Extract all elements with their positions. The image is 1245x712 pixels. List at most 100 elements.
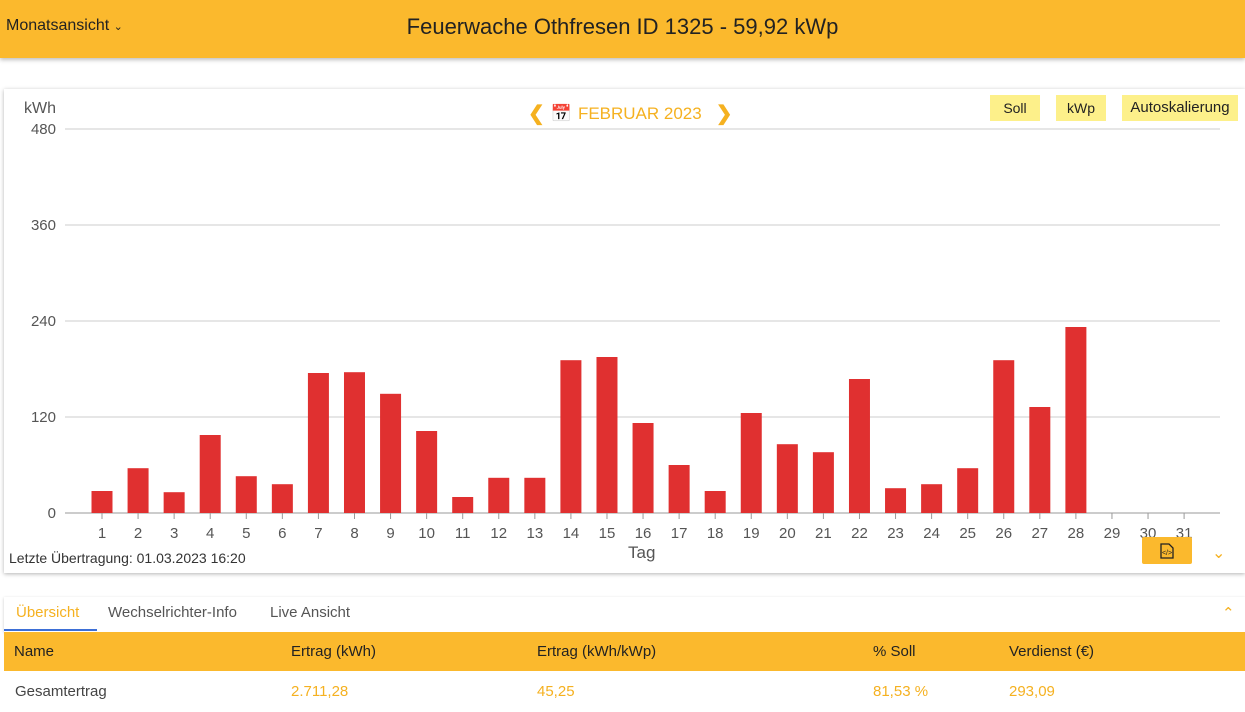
bar-day-15 <box>596 357 618 513</box>
header-name: Name <box>14 643 55 660</box>
bar-day-18 <box>704 491 726 513</box>
x-tick-label: 25 <box>959 525 976 542</box>
x-tick-label: 24 <box>923 525 940 542</box>
chevron-down-icon[interactable]: ⌄ <box>1212 545 1226 562</box>
bar-day-12 <box>488 477 510 513</box>
cell-ertrag-kwp: 45,25 <box>537 683 575 700</box>
x-tick-label: 28 <box>1068 525 1085 542</box>
y-tick-label: 240 <box>31 313 56 330</box>
cell-ertrag: 2.711,28 <box>291 683 349 700</box>
x-tick-label: 26 <box>995 525 1012 542</box>
bar-day-14 <box>560 360 582 513</box>
x-tick-label: 20 <box>779 525 796 542</box>
active-tab-indicator <box>4 629 97 631</box>
bar-day-16 <box>632 423 654 513</box>
table-row: Gesamtertrag 2.711,28 45,25 81,53 % 293,… <box>4 671 1245 711</box>
y-unit: kWh <box>24 100 56 117</box>
header-ertrag: Ertrag (kWh) <box>291 643 377 660</box>
bar-day-11 <box>452 497 474 513</box>
x-tick-label: 13 <box>526 525 543 542</box>
view-select[interactable]: Monatsansicht ⌄ <box>6 17 123 35</box>
cell-soll: 81,53 % <box>873 683 929 700</box>
x-tick-label: 23 <box>887 525 904 542</box>
bar-day-23 <box>885 488 907 513</box>
bar-day-19 <box>740 413 762 513</box>
cell-name: Gesamtertrag <box>15 683 107 700</box>
calendar-icon[interactable]: 📅 <box>550 103 572 123</box>
x-axis-label: Tag <box>628 543 656 562</box>
header-ertrag-kwp: Ertrag (kWh/kWp) <box>537 643 657 660</box>
bar-day-13 <box>524 477 546 513</box>
bar-day-8 <box>343 372 365 513</box>
x-tick-label: 21 <box>815 525 832 542</box>
x-tick-label: 12 <box>490 525 507 542</box>
autoscale-button[interactable]: Autoskalierung <box>1122 95 1238 121</box>
x-tick-label: 15 <box>599 525 616 542</box>
svg-text:</>: </> <box>1162 550 1172 557</box>
x-tick-label: 2 <box>134 525 142 542</box>
soll-button[interactable]: Soll <box>990 95 1040 121</box>
x-tick-label: 22 <box>851 525 868 542</box>
bar-day-9 <box>380 393 402 513</box>
tab-wechselrichter-info[interactable]: Wechselrichter-Info <box>108 604 237 621</box>
bar-day-5 <box>235 476 257 513</box>
tab-bar: Übersicht Wechselrichter-Info Live Ansic… <box>4 597 1245 632</box>
chevron-right-icon[interactable]: ❯ <box>715 103 733 125</box>
bar-day-21 <box>812 452 834 513</box>
y-tick-label: 360 <box>31 217 56 234</box>
bar-day-27 <box>1029 407 1051 513</box>
kwp-button[interactable]: kWp <box>1056 95 1106 121</box>
y-tick-label: 480 <box>31 121 56 138</box>
bar-day-2 <box>127 468 149 513</box>
bar-day-17 <box>668 465 690 513</box>
x-tick-label: 17 <box>671 525 688 542</box>
bar-day-1 <box>91 491 113 513</box>
x-tick-label: 18 <box>707 525 724 542</box>
x-tick-label: 3 <box>170 525 178 542</box>
x-tick-label: 10 <box>418 525 435 542</box>
bar-day-6 <box>271 484 293 513</box>
x-tick-label: 9 <box>386 525 394 542</box>
bar-day-25 <box>957 468 979 513</box>
chevron-up-icon[interactable]: ⌃ <box>1222 605 1235 622</box>
export-button[interactable]: </> <box>1142 537 1192 564</box>
bar-day-3 <box>163 492 185 513</box>
bar-day-4 <box>199 435 221 513</box>
bar-day-28 <box>1065 327 1087 513</box>
x-tick-label: 4 <box>206 525 214 542</box>
view-select-label: Monatsansicht <box>6 17 110 34</box>
bar-day-10 <box>416 431 438 513</box>
y-tick-label: 0 <box>48 505 56 522</box>
last-transfer: Letzte Übertragung: 01.03.2023 16:20 <box>9 550 246 566</box>
month-nav: ❮ 📅 FEBRUAR 2023 ❯ <box>528 101 732 126</box>
tab-live-ansicht[interactable]: Live Ansicht <box>270 604 351 621</box>
x-tick-label: 7 <box>314 525 322 542</box>
x-tick-label: 29 <box>1104 525 1121 542</box>
y-tick-label: 120 <box>31 409 56 426</box>
x-tick-label: 11 <box>455 525 471 542</box>
file-code-icon: </> <box>1160 542 1174 559</box>
chevron-down-icon: ⌄ <box>113 21 123 33</box>
x-tick-label: 19 <box>743 525 760 542</box>
month-label[interactable]: FEBRUAR 2023 <box>577 103 702 123</box>
top-bar: Monatsansicht ⌄ Feuerwache Othfresen ID … <box>0 0 1245 58</box>
cell-verdienst: 293,09 <box>1009 683 1055 700</box>
tab-uebersicht[interactable]: Übersicht <box>16 604 80 621</box>
bar-day-24 <box>921 484 943 513</box>
bar-day-26 <box>993 360 1015 513</box>
header-soll: % Soll <box>873 643 916 660</box>
x-tick-label: 16 <box>635 525 652 542</box>
bar-day-7 <box>307 373 329 513</box>
chevron-left-icon[interactable]: ❮ <box>528 103 545 125</box>
page-title: Feuerwache Othfresen ID 1325 - 59,92 kWp <box>406 14 839 39</box>
header-verdienst: Verdienst (€) <box>1009 643 1095 660</box>
table-header: Name Ertrag (kWh) Ertrag (kWh/kWp) % Sol… <box>4 632 1245 671</box>
x-tick-label: 8 <box>350 525 358 542</box>
x-tick-label: 14 <box>563 525 580 542</box>
bar-day-22 <box>848 379 870 513</box>
x-tick-label: 6 <box>278 525 286 542</box>
bar-day-20 <box>776 444 798 513</box>
x-tick-label: 27 <box>1031 525 1048 542</box>
x-tick-label: 5 <box>242 525 250 542</box>
